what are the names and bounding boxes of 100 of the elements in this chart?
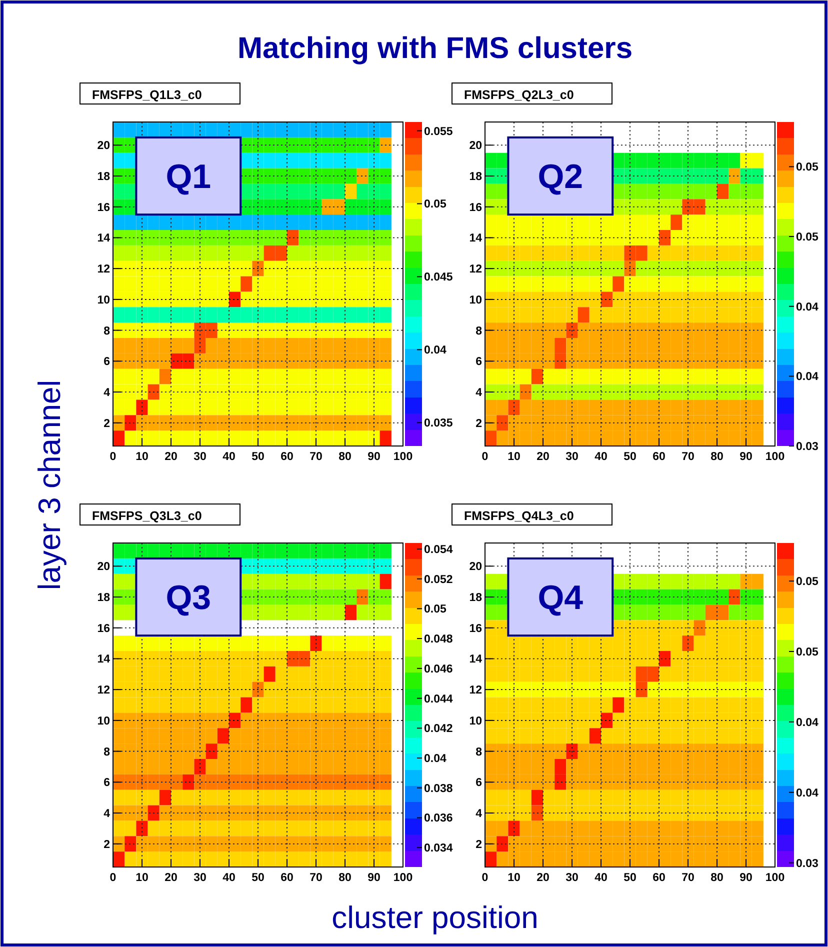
x-tick-label: 80 (710, 872, 724, 884)
x-tick-label: 70 (310, 872, 322, 884)
y-tick-label: 14 (97, 654, 111, 666)
x-tick-label: 100 (765, 451, 785, 463)
y-tick-label: 18 (97, 592, 111, 604)
color-bar-label: 0.038 (424, 782, 454, 795)
x-tick-label: 0 (110, 451, 116, 463)
color-bar-label: 0.045 (424, 272, 454, 284)
chart-subtitle: FMSFPS_Q3L3_c0 (92, 509, 202, 523)
chart-subtitle: FMSFPS_Q4L3_c0 (464, 509, 574, 523)
y-tick-label: 6 (104, 356, 110, 368)
x-tick-label: 50 (252, 872, 264, 884)
y-tick-label: 20 (97, 561, 110, 574)
color-bar-label: 0.04 (424, 344, 447, 357)
y-tick-label: 16 (469, 622, 482, 635)
x-tick-label: 50 (252, 451, 264, 463)
y-tick-label: 12 (97, 264, 110, 276)
y-tick-label: 4 (476, 387, 483, 399)
x-tick-label: 70 (682, 872, 694, 884)
y-tick-label: 8 (476, 746, 483, 758)
annotation: Q3 (166, 579, 212, 617)
x-axis-title: cluster position (332, 900, 538, 935)
y-tick-label: 14 (469, 232, 483, 245)
color-bar-label: 0.044 (424, 693, 454, 706)
y-axis-title: layer 3 channel (32, 380, 67, 590)
x-tick-label: 10 (136, 872, 148, 884)
y-tick-label: 12 (469, 684, 482, 697)
y-tick-label: 8 (104, 746, 111, 758)
y-tick-label: 6 (104, 777, 110, 790)
x-tick-label: 60 (652, 451, 666, 463)
x-tick-label: 100 (765, 872, 785, 884)
x-tick-label: 30 (566, 451, 578, 463)
y-tick-label: 18 (469, 171, 483, 183)
y-tick-label: 20 (469, 561, 482, 574)
x-tick-label: 40 (594, 872, 608, 884)
color-bar-label: 0.05 (424, 604, 447, 616)
x-tick-label: 10 (508, 451, 520, 463)
y-tick-label: 10 (469, 715, 482, 728)
color-bar-label: 0.04 (796, 716, 819, 729)
y-tick-label: 4 (476, 808, 483, 820)
x-tick-label: 100 (393, 872, 413, 884)
color-bar-label: 0.04 (424, 753, 447, 766)
color-bar-label: 0.052 (424, 574, 453, 586)
y-tick-label: 6 (476, 356, 482, 368)
x-tick-label: 60 (280, 451, 294, 463)
y-tick-label: 10 (97, 294, 110, 306)
color-bar-label: 0.04 (796, 301, 819, 314)
x-tick-label: 20 (536, 451, 550, 463)
y-tick-label: 8 (104, 325, 111, 338)
y-tick-label: 2 (476, 838, 482, 851)
color-bar-label: 0.05 (796, 646, 819, 658)
x-tick-label: 90 (740, 872, 752, 884)
annotation: Q1 (166, 158, 212, 196)
y-tick-label: 16 (97, 622, 110, 635)
x-tick-label: 0 (482, 872, 488, 884)
color-bar-label: 0.03 (796, 441, 818, 453)
x-tick-label: 20 (164, 872, 178, 884)
x-tick-label: 90 (368, 872, 380, 884)
color-bar-label: 0.05 (796, 232, 819, 244)
x-tick-label: 80 (338, 872, 352, 884)
x-tick-label: 40 (222, 872, 236, 884)
y-tick-label: 2 (476, 418, 482, 430)
y-tick-label: 12 (469, 264, 482, 276)
color-bar-label: 0.04 (796, 371, 819, 384)
color-bar-label: 0.05 (796, 576, 819, 588)
color-bar-label: 0.048 (424, 634, 454, 646)
color-bar-label: 0.04 (796, 787, 819, 800)
annotation: Q2 (538, 158, 584, 196)
x-tick-label: 30 (194, 451, 206, 463)
x-tick-label: 50 (624, 872, 636, 884)
x-tick-label: 50 (624, 451, 636, 463)
x-tick-label: 70 (310, 451, 322, 463)
color-bar-label: 0.05 (796, 162, 819, 174)
color-bar-label: 0.055 (424, 126, 454, 138)
x-tick-label: 30 (566, 872, 578, 884)
y-tick-label: 20 (97, 140, 110, 152)
y-tick-label: 16 (469, 202, 482, 214)
y-tick-label: 8 (476, 325, 483, 338)
x-tick-label: 20 (536, 872, 550, 884)
x-tick-label: 100 (393, 451, 413, 463)
y-tick-label: 2 (104, 838, 110, 851)
x-tick-label: 40 (222, 451, 236, 463)
x-tick-label: 40 (594, 451, 608, 463)
x-tick-label: 60 (652, 872, 666, 884)
y-tick-label: 4 (104, 387, 111, 399)
x-tick-label: 90 (368, 451, 380, 463)
chart-subtitle: FMSFPS_Q2L3_c0 (464, 88, 574, 102)
y-tick-label: 18 (97, 171, 111, 183)
color-bar-label: 0.046 (424, 663, 453, 676)
y-tick-label: 10 (469, 294, 482, 306)
x-tick-label: 80 (338, 451, 352, 463)
y-tick-label: 6 (476, 777, 482, 790)
x-tick-label: 90 (740, 451, 752, 463)
chart-subtitle: FMSFPS_Q1L3_c0 (92, 88, 202, 102)
y-tick-label: 16 (97, 202, 110, 214)
x-tick-label: 30 (194, 872, 206, 884)
color-bar-label: 0.03 (796, 858, 818, 870)
color-bar-label: 0.042 (424, 723, 453, 736)
y-tick-label: 10 (97, 715, 110, 728)
x-tick-label: 60 (280, 872, 294, 884)
